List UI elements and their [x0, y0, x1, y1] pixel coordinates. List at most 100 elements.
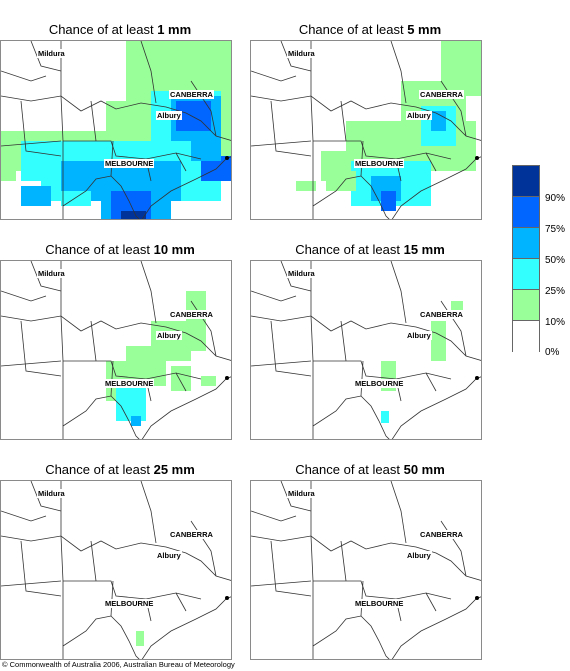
- legend-label-90: 90%: [545, 193, 566, 204]
- city-label-mildura: Mildura: [37, 489, 66, 498]
- map-1mm: Mildura CANBERRA Albury MELBOURNE: [0, 40, 232, 220]
- district-boundary: [1, 510, 47, 522]
- district-boundary: [251, 140, 312, 147]
- district-boundary: [340, 320, 347, 362]
- district-boundary: [1, 360, 62, 367]
- district-boundary: [270, 320, 312, 377]
- city-label-melbourne: MELBOURNE: [104, 159, 155, 168]
- district-boundary: [141, 596, 231, 659]
- district-boundary: [140, 481, 157, 544]
- district-boundary: [425, 592, 437, 612]
- city-label-mildura: Mildura: [37, 49, 66, 58]
- city-label-albury: Albury: [406, 551, 432, 560]
- district-boundary: [251, 70, 297, 82]
- district-boundary: [62, 175, 140, 219]
- city-label-melbourne: MELBOURNE: [104, 599, 155, 608]
- legend-label-25: 25%: [545, 286, 566, 297]
- district-boundary: [140, 41, 157, 104]
- rainfall-probability-cell: [191, 141, 221, 161]
- legend-label-0: 0%: [545, 347, 560, 358]
- legend-label-10: 10%: [545, 317, 566, 328]
- district-boundary: [20, 320, 62, 377]
- copyright-notice: © Commonwealth of Australia 2006, Austra…: [2, 660, 235, 669]
- district-boundary: [312, 175, 390, 219]
- district-boundary: [251, 290, 297, 302]
- city-label-melbourne: MELBOURNE: [104, 379, 155, 388]
- probability-legend: [512, 165, 540, 352]
- map-15mm: Mildura CANBERRA Albury MELBOURNE: [250, 260, 482, 440]
- district-boundary: [251, 95, 481, 141]
- rainfall-probability-cell: [431, 321, 446, 361]
- rainfall-probability-cell: [451, 151, 471, 166]
- rainfall-probability-cell: [131, 416, 141, 426]
- city-label-melbourne: MELBOURNE: [354, 379, 405, 388]
- city-label-mildura: Mildura: [287, 489, 316, 498]
- district-boundary: [63, 140, 202, 160]
- city-label-albury: Albury: [406, 111, 432, 120]
- location-dot: [225, 376, 229, 380]
- panel-title-10mm: Chance of at least 10 mm: [45, 242, 195, 257]
- district-boundary: [313, 580, 452, 600]
- district-boundary: [280, 261, 312, 292]
- city-label-melbourne: MELBOURNE: [354, 159, 405, 168]
- district-boundary: [140, 261, 157, 324]
- district-boundary: [1, 535, 231, 581]
- city-label-canberra: CANBERRA: [169, 530, 214, 539]
- district-boundary: [340, 100, 347, 142]
- map-50mm: Mildura CANBERRA Albury MELBOURNE: [250, 480, 482, 660]
- district-boundary: [1, 95, 231, 141]
- rainfall-probability-cell: [296, 181, 316, 191]
- panel-title-50mm: Chance of at least 50 mm: [295, 462, 445, 477]
- map-svg: [1, 481, 231, 659]
- map-25mm: Mildura CANBERRA Albury MELBOURNE: [0, 480, 232, 660]
- location-dot: [475, 596, 479, 600]
- city-label-albury: Albury: [406, 331, 432, 340]
- district-boundary: [312, 395, 390, 439]
- city-label-canberra: CANBERRA: [419, 530, 464, 539]
- map-svg: [251, 261, 481, 439]
- district-boundary: [1, 290, 47, 302]
- city-label-melbourne: MELBOURNE: [354, 599, 405, 608]
- panel-title-25mm: Chance of at least 25 mm: [45, 462, 195, 477]
- district-boundary: [30, 261, 62, 292]
- map-svg: [251, 41, 481, 219]
- district-boundary: [60, 481, 64, 659]
- district-boundary: [175, 152, 187, 172]
- panel-title-15mm: Chance of at least 15 mm: [295, 242, 445, 257]
- district-boundary: [63, 580, 202, 600]
- legend-label-75: 75%: [545, 224, 566, 235]
- district-boundary: [360, 140, 364, 177]
- city-label-albury: Albury: [156, 111, 182, 120]
- location-dot: [475, 156, 479, 160]
- district-boundary: [175, 372, 187, 392]
- district-boundary: [270, 540, 312, 597]
- district-boundary: [60, 261, 64, 439]
- district-boundary: [280, 41, 312, 72]
- district-boundary: [20, 540, 62, 597]
- district-boundary: [340, 540, 347, 582]
- legend-swatch-50: [513, 228, 539, 259]
- district-boundary: [280, 481, 312, 512]
- district-boundary: [90, 540, 97, 582]
- panel-title-5mm: Chance of at least 5 mm: [298, 22, 442, 37]
- city-label-mildura: Mildura: [287, 269, 316, 278]
- city-label-albury: Albury: [156, 551, 182, 560]
- rainfall-probability-cell: [381, 191, 396, 211]
- rainfall-probability-cell: [201, 376, 216, 386]
- location-dot: [475, 376, 479, 380]
- district-boundary: [310, 261, 314, 439]
- district-boundary: [90, 100, 97, 142]
- city-label-mildura: Mildura: [37, 269, 66, 278]
- district-boundary: [1, 580, 62, 587]
- city-label-canberra: CANBERRA: [419, 310, 464, 319]
- location-dot: [225, 596, 229, 600]
- rainfall-probability-cell: [381, 411, 389, 423]
- legend-swatch-90: [513, 166, 539, 197]
- district-boundary: [251, 510, 297, 522]
- city-label-canberra: CANBERRA: [169, 310, 214, 319]
- district-boundary: [251, 580, 312, 587]
- district-boundary: [1, 70, 47, 82]
- district-boundary: [110, 360, 114, 397]
- legend-swatch-75: [513, 197, 539, 228]
- rainfall-probability-cell: [176, 101, 211, 131]
